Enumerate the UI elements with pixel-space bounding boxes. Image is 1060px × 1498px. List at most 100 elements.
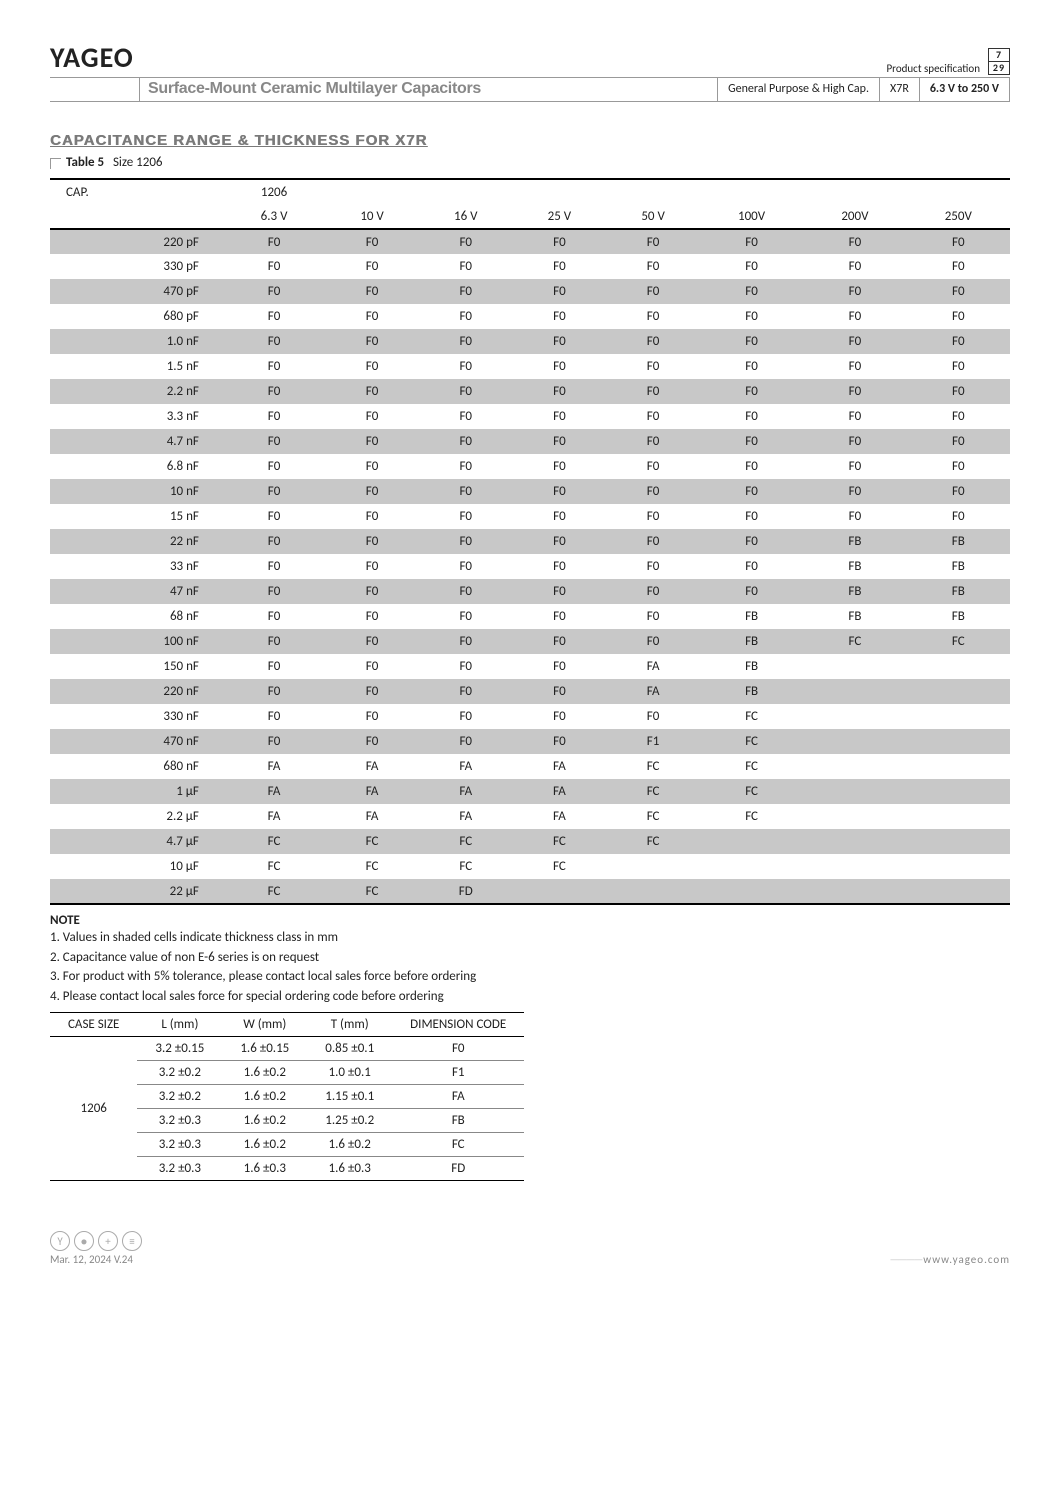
- col-cap: CAP.: [50, 179, 223, 204]
- cell-value: [803, 829, 906, 854]
- cell-value: F0: [700, 254, 803, 279]
- cell-value: F0: [907, 504, 1010, 529]
- cell-cap: 470 nF: [50, 729, 223, 754]
- cell-value: F0: [606, 504, 700, 529]
- cell-value: F0: [325, 704, 419, 729]
- cell-value: F0: [223, 504, 325, 529]
- table-row: 680 nFFAFAFAFAFCFC: [50, 754, 1010, 779]
- cell-value: [803, 879, 906, 904]
- cell-value: [803, 779, 906, 804]
- cell-cap: 47 nF: [50, 579, 223, 604]
- table-caption: Table 5 Size 1206: [50, 155, 1010, 170]
- cell-value: F0: [223, 279, 325, 304]
- cell-cap: 680 pF: [50, 304, 223, 329]
- cell-value: F0: [513, 279, 607, 304]
- col-voltage: 100V: [700, 204, 803, 229]
- footer-date: Mar. 12, 2024 V.24: [50, 1253, 142, 1266]
- cell-value: F0: [325, 679, 419, 704]
- cell-value: F0: [325, 479, 419, 504]
- table-row: 22 nFF0F0F0F0F0F0FBFB: [50, 529, 1010, 554]
- page-footer: Y ● + ≡ Mar. 12, 2024 V.24 www.yageo.com: [50, 1231, 1010, 1266]
- cell-value: FA: [223, 804, 325, 829]
- dim-cell: 1.6 ±0.2: [222, 1133, 307, 1157]
- cell-value: F0: [803, 379, 906, 404]
- table-row: 100 nFF0F0F0F0F0FBFCFC: [50, 629, 1010, 654]
- cell-value: FC: [325, 854, 419, 879]
- cell-value: F0: [803, 504, 906, 529]
- cell-value: F0: [419, 304, 513, 329]
- cell-value: F0: [419, 629, 513, 654]
- cell-value: F0: [606, 279, 700, 304]
- cell-cap: 10 µF: [50, 854, 223, 879]
- cell-value: F0: [223, 254, 325, 279]
- table-row: 220 nFF0F0F0F0FAFB: [50, 679, 1010, 704]
- table-row: 330 nFF0F0F0F0F0FC: [50, 704, 1010, 729]
- cert-icon: +: [98, 1231, 118, 1251]
- cell-value: F0: [700, 329, 803, 354]
- cell-value: F0: [325, 554, 419, 579]
- cell-value: F0: [223, 329, 325, 354]
- cell-cap: 6.8 nF: [50, 454, 223, 479]
- cell-value: FB: [907, 604, 1010, 629]
- cell-value: F0: [700, 529, 803, 554]
- cell-value: [803, 679, 906, 704]
- cell-value: F1: [606, 729, 700, 754]
- col-voltage: 50 V: [606, 204, 700, 229]
- cell-value: FC: [700, 779, 803, 804]
- cell-value: F0: [513, 304, 607, 329]
- cell-value: FC: [419, 854, 513, 879]
- dim-cell: 1.25 ±0.2: [307, 1109, 392, 1133]
- cell-value: [803, 654, 906, 679]
- cell-cap: 100 nF: [50, 629, 223, 654]
- cell-value: F0: [803, 279, 906, 304]
- cell-value: F0: [803, 254, 906, 279]
- cell-value: [907, 754, 1010, 779]
- cell-value: F0: [419, 454, 513, 479]
- cell-value: F0: [419, 479, 513, 504]
- cell-value: F0: [419, 279, 513, 304]
- cell-value: [803, 804, 906, 829]
- cell-value: F0: [419, 579, 513, 604]
- table-row: 2.2 nFF0F0F0F0F0F0F0F0: [50, 379, 1010, 404]
- cell-value: FC: [700, 754, 803, 779]
- spec-label: Product specification: [886, 62, 980, 75]
- cell-value: F0: [325, 254, 419, 279]
- dim-cell: 3.2 ±0.2: [137, 1061, 222, 1085]
- cell-value: F0: [325, 229, 419, 254]
- cell-value: FB: [907, 554, 1010, 579]
- cell-value: F0: [223, 379, 325, 404]
- cell-value: F0: [803, 429, 906, 454]
- cell-value: F0: [223, 454, 325, 479]
- cell-value: FC: [606, 804, 700, 829]
- cell-value: F0: [419, 679, 513, 704]
- brand-row: YAGEO Product specification 7 29: [50, 40, 1010, 78]
- cell-value: FB: [803, 529, 906, 554]
- table-row: 2.2 µFFAFAFAFAFCFC: [50, 804, 1010, 829]
- dim-cell: 3.2 ±0.2: [137, 1085, 222, 1109]
- table-row: 6.8 nFF0F0F0F0F0F0F0F0: [50, 454, 1010, 479]
- cell-value: F0: [325, 529, 419, 554]
- cell-value: F0: [907, 404, 1010, 429]
- table-row: 150 nFF0F0F0F0FAFB: [50, 654, 1010, 679]
- dim-cell: 1.6 ±0.2: [222, 1109, 307, 1133]
- table-row: 1 µFFAFAFAFAFCFC: [50, 779, 1010, 804]
- cell-value: [700, 854, 803, 879]
- doc-title: Surface-Mount Ceramic Multilayer Capacit…: [140, 78, 718, 101]
- cell-value: FC: [223, 829, 325, 854]
- cell-cap: 15 nF: [50, 504, 223, 529]
- cell-value: F0: [325, 329, 419, 354]
- cell-value: F0: [606, 579, 700, 604]
- page-current: 7: [988, 48, 1010, 61]
- note-item: 4. Please contact local sales force for …: [50, 987, 1010, 1007]
- cell-value: F0: [513, 629, 607, 654]
- cell-value: F0: [223, 729, 325, 754]
- cell-value: F0: [803, 454, 906, 479]
- dim-cell: 1.6 ±0.3: [222, 1157, 307, 1181]
- cell-value: FC: [700, 704, 803, 729]
- table-row: 47 nFF0F0F0F0F0F0FBFB: [50, 579, 1010, 604]
- dimension-table: CASE SIZEL (mm)W (mm)T (mm)DIMENSION COD…: [50, 1012, 524, 1181]
- cell-value: F0: [513, 404, 607, 429]
- cell-value: F0: [513, 329, 607, 354]
- brand-logo: YAGEO: [50, 40, 134, 75]
- dim-col: CASE SIZE: [50, 1013, 137, 1037]
